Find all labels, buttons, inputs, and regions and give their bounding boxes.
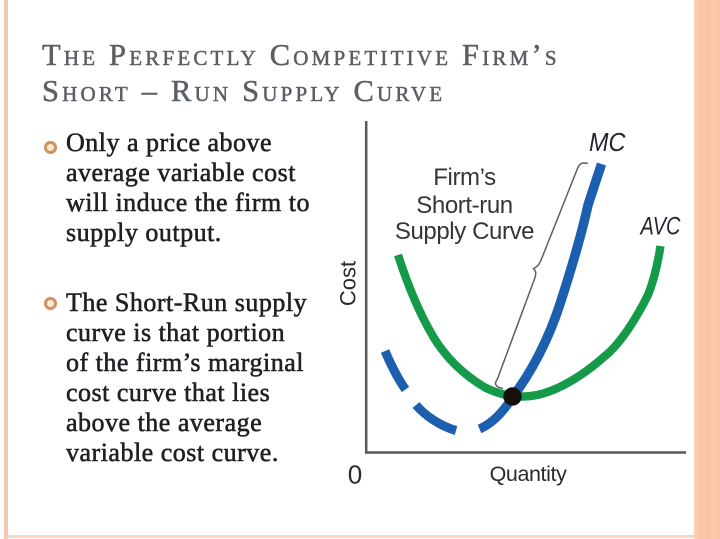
svg-text:0: 0 (348, 460, 362, 490)
svg-text:AVC: AVC (639, 212, 681, 240)
svg-text:MC: MC (589, 129, 626, 157)
svg-text:Quantity: Quantity (490, 462, 568, 486)
svg-text:Supply Curve: Supply Curve (395, 218, 534, 245)
svg-text:Firm’s: Firm’s (433, 164, 496, 191)
svg-text:Short-run: Short-run (416, 192, 512, 219)
svg-text:Cost: Cost (336, 261, 361, 306)
